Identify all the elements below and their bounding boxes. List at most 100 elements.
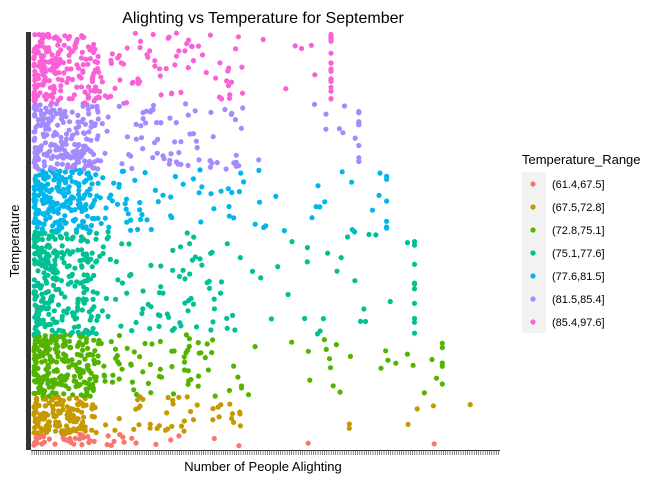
scatter-point — [91, 438, 97, 444]
scatter-point — [226, 213, 232, 219]
scatter-point — [40, 295, 46, 301]
scatter-point — [80, 68, 86, 74]
scatter-point — [237, 411, 243, 417]
scatter-point — [88, 222, 95, 229]
scatter-point — [42, 44, 48, 51]
scatter-point — [61, 351, 67, 357]
scatter-point — [91, 414, 97, 420]
scatter-point — [31, 430, 37, 436]
scatter-point — [148, 304, 154, 310]
scatter-point — [52, 441, 58, 447]
scatter-point — [47, 85, 54, 91]
scatter-point — [33, 152, 39, 159]
scatter-point — [59, 328, 65, 334]
scatter-point — [431, 441, 437, 447]
scatter-point — [149, 341, 155, 347]
scatter-point — [54, 350, 60, 356]
scatter-point — [40, 131, 46, 137]
scatter-point — [53, 419, 59, 425]
scatter-point — [82, 158, 88, 164]
scatter-point — [92, 197, 98, 203]
scatter-point — [232, 117, 238, 123]
scatter-point — [50, 380, 56, 386]
scatter-point — [133, 136, 139, 142]
scatter-point — [61, 260, 67, 266]
scatter-point — [32, 314, 38, 320]
scatter-point — [72, 283, 78, 289]
scatter-point — [31, 129, 37, 135]
scatter-point — [49, 207, 56, 213]
legend-key — [530, 227, 536, 233]
legend-label: (67.5,72.8] — [552, 202, 605, 214]
scatter-point — [105, 114, 111, 120]
legend-key — [530, 250, 536, 256]
scatter-point — [64, 310, 70, 316]
scatter-point — [133, 319, 139, 326]
scatter-point — [35, 122, 41, 128]
scatter-point — [66, 45, 72, 51]
scatter-point — [53, 55, 59, 62]
scatter-point — [85, 276, 91, 282]
scatter-point — [99, 121, 105, 127]
scatter-point — [49, 327, 55, 333]
scatter-point — [304, 245, 310, 251]
scatter-point — [61, 391, 67, 397]
scatter-point — [111, 180, 117, 186]
scatter-point — [35, 117, 42, 123]
scatter-point — [32, 338, 38, 344]
scatter-point — [44, 187, 50, 193]
scatter-point — [70, 234, 76, 240]
scatter-point — [76, 223, 82, 229]
scatter-point — [38, 320, 44, 326]
scatter-point — [157, 66, 163, 72]
scatter-point — [204, 341, 210, 347]
scatter-point — [60, 435, 66, 441]
scatter-point — [36, 63, 42, 69]
scatter-point — [66, 127, 72, 133]
scatter-point — [171, 348, 177, 354]
scatter-point — [147, 325, 153, 332]
scatter-point — [100, 175, 106, 181]
scatter-point — [206, 285, 213, 291]
scatter-point — [74, 351, 80, 357]
scatter-point — [66, 396, 72, 402]
scatter-point — [181, 418, 187, 424]
scatter-point — [156, 323, 162, 329]
scatter-point — [72, 45, 78, 51]
scatter-point — [328, 35, 334, 41]
scatter-point — [139, 212, 145, 218]
scatter-point — [170, 267, 176, 273]
scatter-point — [102, 215, 108, 221]
scatter-point — [45, 125, 51, 131]
scatter-point — [328, 96, 334, 102]
scatter-point — [231, 419, 237, 425]
scatter-point — [147, 421, 153, 427]
scatter-point — [152, 58, 158, 64]
scatter-point — [45, 116, 51, 122]
scatter-point — [129, 379, 135, 385]
scatter-point — [155, 136, 161, 142]
scatter-point — [226, 387, 232, 394]
scatter-point — [153, 441, 159, 447]
scatter-point — [90, 352, 96, 358]
scatter-point — [184, 41, 190, 47]
scatter-point — [74, 407, 81, 413]
scatter-point — [60, 60, 66, 66]
scatter-point — [173, 53, 180, 59]
scatter-point — [197, 256, 203, 262]
scatter-point — [119, 366, 125, 372]
scatter-point — [100, 244, 106, 250]
scatter-point — [95, 313, 101, 319]
scatter-point — [236, 443, 242, 449]
scatter-point — [239, 64, 245, 70]
scatter-point — [51, 308, 57, 314]
scatter-point — [129, 435, 135, 441]
scatter-point — [233, 163, 239, 169]
scatter-point — [326, 356, 333, 362]
scatter-point — [66, 52, 72, 59]
scatter-point — [80, 62, 86, 68]
scatter-point — [117, 77, 123, 83]
scatter-point — [213, 75, 219, 81]
scatter-point — [95, 116, 101, 122]
scatter-point — [411, 319, 418, 325]
